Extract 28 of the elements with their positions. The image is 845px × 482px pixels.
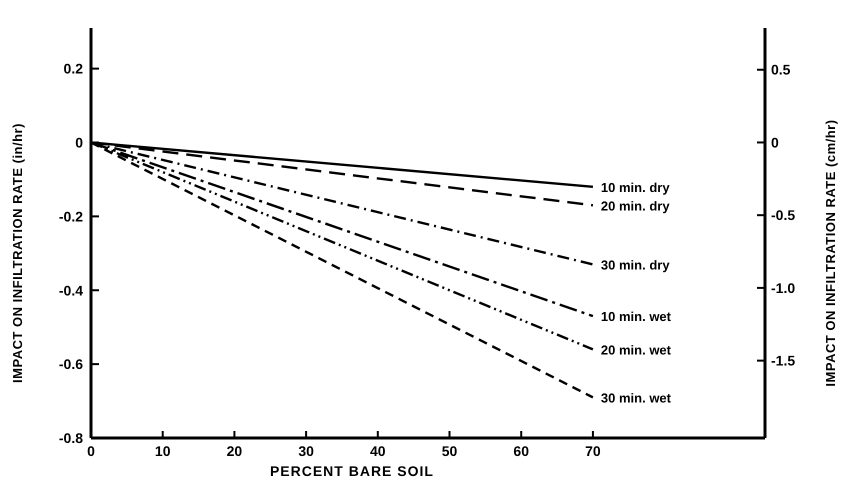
x-tick-label: 60 <box>513 443 530 459</box>
y-tick-label: -0.8 <box>58 430 84 446</box>
x-axis-title: PERCENT BARE SOIL <box>270 463 434 479</box>
y-tick-label: -0.2 <box>58 208 84 224</box>
x-tick-label: 40 <box>370 443 386 459</box>
x-tick-label: 70 <box>585 443 601 459</box>
y2-tick-label: -1.5 <box>771 352 796 369</box>
x-tick-label: 50 <box>442 443 458 459</box>
y2-tick-label: -1.0 <box>771 280 796 296</box>
y2-tick-label: -0.5 <box>771 207 796 224</box>
series-label: 30 min. wet <box>600 390 672 406</box>
x-tick-label: 10 <box>154 443 171 459</box>
series-label: 20 min. dry <box>600 198 670 214</box>
y-axis-title: IMPACT ON INFILTRATION RATE (in/hr) <box>10 123 25 383</box>
series-label: 20 min. wet <box>600 342 672 358</box>
y2-tick-label: 0 <box>771 134 779 150</box>
series-label: 10 min. dry <box>600 180 670 195</box>
y-tick-label: -0.6 <box>58 356 84 372</box>
y-tick-label: -0.4 <box>58 282 84 298</box>
x-tick-label: 20 <box>226 443 242 459</box>
series-label: 10 min. wet <box>600 309 672 324</box>
y2-tick-label: 0.5 <box>771 62 791 78</box>
series-label: 30 min. dry <box>600 257 670 272</box>
y-tick-label: 0.2 <box>64 60 84 77</box>
y2-axis-title: IMPACT ON INFILTRATION RATE (cm/hr) <box>823 119 838 387</box>
x-tick-label: 30 <box>298 443 314 459</box>
y-tick-label: 0 <box>75 134 84 151</box>
x-tick-label: 0 <box>87 443 96 459</box>
